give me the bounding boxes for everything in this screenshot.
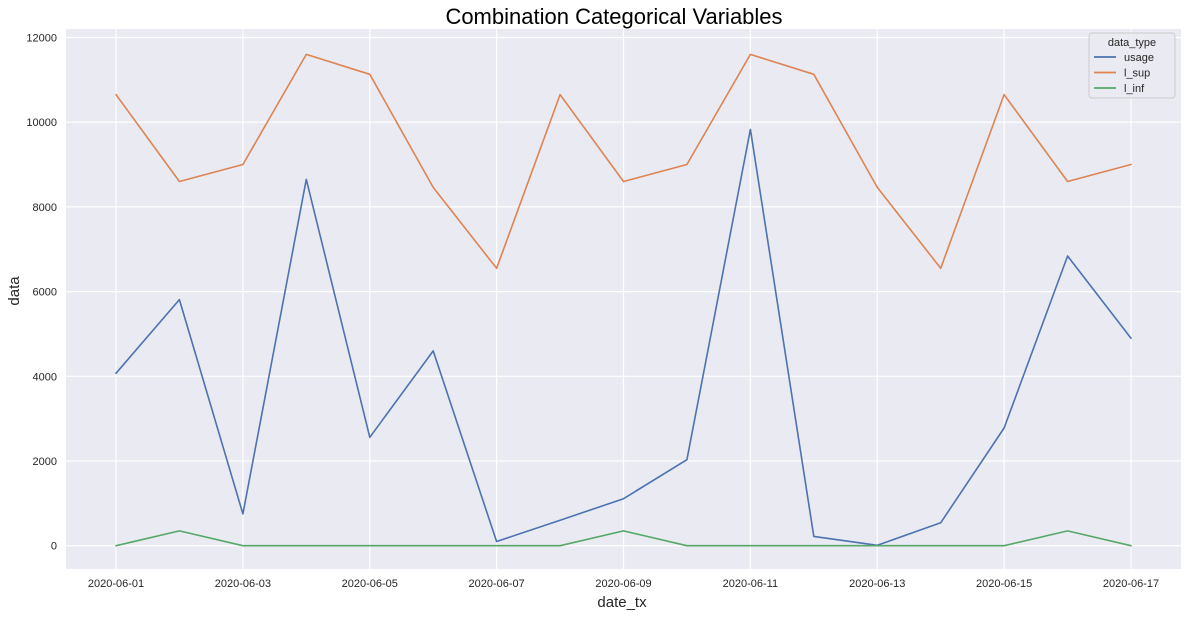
x-tick-label: 2020-06-11	[723, 578, 778, 590]
legend-title: data_type	[1108, 37, 1156, 49]
x-tick-label: 2020-06-15	[976, 578, 1032, 590]
x-tick-label: 2020-06-05	[342, 578, 398, 590]
x-axis-label: date_tx	[597, 594, 647, 611]
x-tick-label: 2020-06-07	[468, 578, 524, 590]
series-line-l-inf	[115, 530, 1132, 547]
series-line-l-sup	[115, 53, 1132, 270]
y-axis-label: data	[6, 276, 23, 306]
series-line-usage	[115, 128, 1132, 547]
legend-label-l-sup: l_sup	[1124, 68, 1150, 80]
legend-label-usage: usage	[1124, 52, 1154, 64]
x-tick-label: 2020-06-01	[88, 578, 144, 590]
y-tick-label: 8000	[33, 202, 57, 214]
x-tick-label: 2020-06-09	[595, 578, 651, 590]
y-tick-label: 2000	[33, 456, 57, 468]
x-tick-label: 2020-06-03	[215, 578, 271, 590]
y-tick-label: 6000	[33, 287, 57, 299]
y-tick-label: 4000	[33, 371, 57, 383]
y-tick-label: 0	[51, 541, 57, 553]
legend-label-l-inf: l_inf	[1124, 83, 1145, 95]
chart-title: Combination Categorical Variables	[445, 4, 782, 29]
x-tick-label: 2020-06-17	[1103, 578, 1159, 590]
y-tick-label: 10000	[26, 117, 57, 129]
legend-box	[1088, 32, 1176, 99]
y-tick-label: 12000	[26, 32, 57, 44]
x-tick-label: 2020-06-13	[849, 578, 905, 590]
